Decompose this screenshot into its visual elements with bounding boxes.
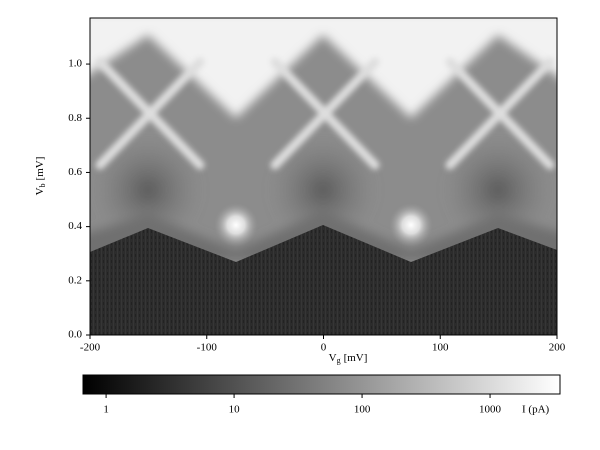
- heatmap-image: [90, 18, 557, 335]
- colorbar-tick-label: 10: [229, 404, 241, 416]
- y-axis-label: Vb [mV]: [34, 157, 47, 196]
- x-tick-label: -200: [80, 342, 101, 354]
- x-tick-label: 0: [321, 342, 327, 354]
- x-axis-label: Vg [mV]: [329, 352, 368, 365]
- colorbar-label: I (pA): [522, 404, 550, 416]
- x-label-unit: [mV]: [344, 352, 368, 364]
- y-tick-label: 1.0: [68, 58, 82, 70]
- colorbar-tick-label: 100: [354, 404, 371, 416]
- y-tick-label: 0.2: [68, 274, 82, 286]
- y-tick-label: 0.6: [68, 166, 82, 178]
- y-tick-label: 0.4: [68, 220, 82, 232]
- y-label-symbol: V: [34, 187, 46, 195]
- x-tick-label: 200: [549, 342, 566, 354]
- y-tick-label: 0.8: [68, 112, 82, 124]
- colorbar-tick-label: 1000: [479, 404, 502, 416]
- colorbar: [82, 374, 561, 395]
- x-label-symbol: V: [329, 352, 337, 364]
- x-tick-label: 100: [432, 342, 449, 354]
- colorbar-tick-label: 1: [103, 404, 109, 416]
- x-tick-label: -100: [197, 342, 218, 354]
- y-label-unit: [mV]: [34, 157, 46, 181]
- y-tick-label: 0.0: [68, 329, 82, 341]
- y-label-subscript: b: [38, 183, 47, 187]
- x-label-subscript: g: [337, 356, 341, 365]
